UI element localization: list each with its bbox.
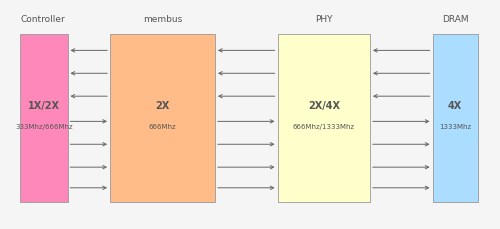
Text: 1X/2X: 1X/2X xyxy=(28,101,60,112)
Bar xyxy=(278,34,370,202)
Bar xyxy=(20,34,68,202)
Text: DRAM: DRAM xyxy=(442,15,468,24)
Text: 1333Mhz: 1333Mhz xyxy=(439,124,471,130)
Text: 666Mhz/1333Mhz: 666Mhz/1333Mhz xyxy=(292,124,355,130)
Text: 2X/4X: 2X/4X xyxy=(308,101,340,112)
Text: 4X: 4X xyxy=(448,101,462,112)
Text: PHY: PHY xyxy=(315,15,332,24)
Text: 333Mhz/666Mhz: 333Mhz/666Mhz xyxy=(15,124,72,130)
Text: 666Mhz: 666Mhz xyxy=(148,124,176,130)
Text: membus: membus xyxy=(143,15,182,24)
Text: Controller: Controller xyxy=(20,15,65,24)
Bar xyxy=(110,34,215,202)
Bar xyxy=(432,34,478,202)
Text: 2X: 2X xyxy=(156,101,170,112)
